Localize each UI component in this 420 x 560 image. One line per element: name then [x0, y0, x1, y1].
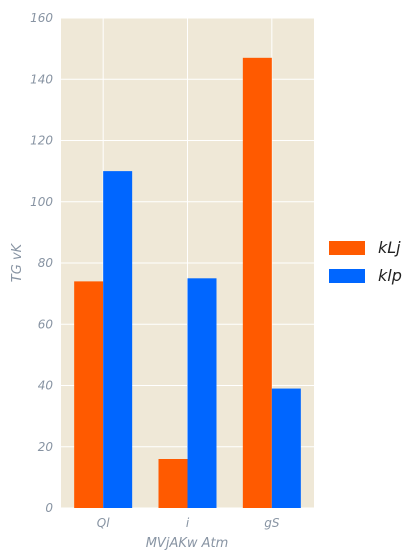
y-tick-label: 100 [30, 195, 53, 209]
y-axis-ticks: 0 20 40 60 80 100 120 140 160 [30, 11, 53, 515]
legend-swatch-klp [329, 269, 365, 283]
y-tick-label: 120 [30, 134, 53, 148]
x-tick-label: gS [264, 516, 280, 530]
bars [74, 57, 301, 508]
bar-klp-gS [271, 388, 301, 508]
y-tick-label: 0 [45, 501, 53, 515]
x-axis-ticks: Ql i gS [97, 516, 280, 530]
x-tick-label: i [186, 516, 190, 530]
y-tick-label: 160 [30, 11, 53, 25]
bar-kLj-gS [242, 57, 272, 508]
bar-klp-i [187, 278, 217, 508]
bar-kLj-Ql [74, 281, 104, 508]
y-tick-label: 140 [30, 72, 53, 86]
y-tick-label: 40 [38, 379, 54, 393]
y-axis-label: TG vK [10, 242, 25, 282]
legend-swatch-kLj [329, 241, 365, 255]
x-tick-label: Ql [97, 516, 110, 530]
y-tick-label: 80 [38, 256, 54, 270]
legend: kLj klp [329, 238, 402, 285]
bar-klp-Ql [103, 171, 133, 508]
y-tick-label: 20 [38, 440, 54, 454]
y-tick-label: 60 [38, 317, 54, 331]
bar-kLj-i [158, 459, 188, 508]
x-axis-label: MVjAKw Atm [146, 536, 229, 551]
legend-label-kLj: kLj [378, 238, 401, 257]
legend-label-klp: klp [378, 266, 402, 285]
